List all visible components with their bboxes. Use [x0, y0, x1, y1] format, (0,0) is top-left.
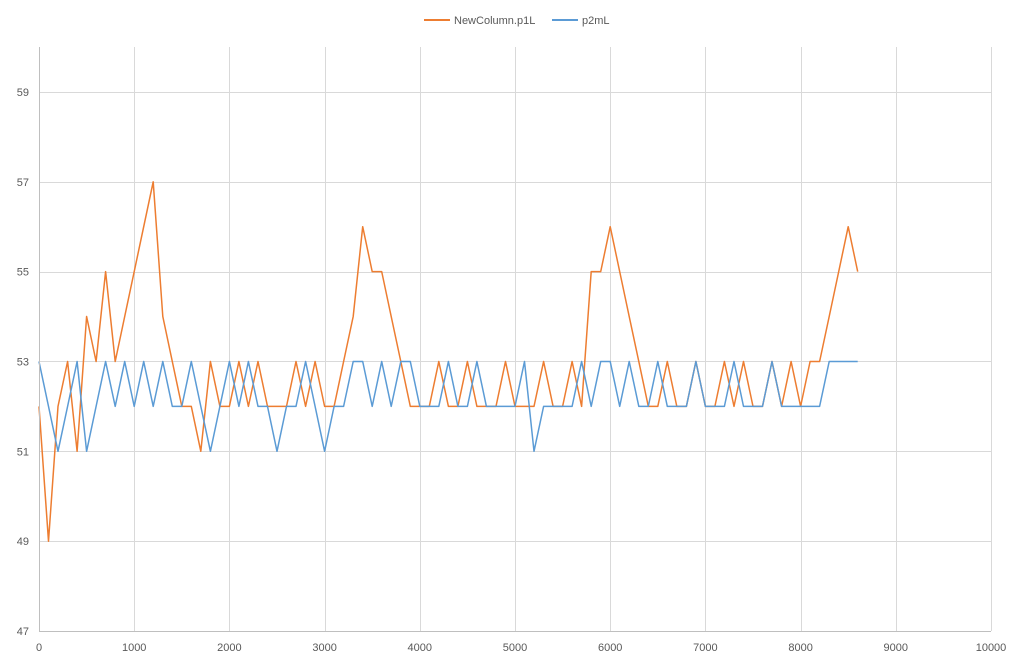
- x-tick-label: 0: [36, 642, 42, 654]
- y-tick-label: 53: [17, 356, 29, 368]
- x-tick-label: 1000: [122, 642, 146, 654]
- y-tick-label: 49: [17, 536, 29, 548]
- series-line-newcolumn-p1l: [38, 181, 859, 542]
- y-tick-label: 57: [17, 177, 29, 189]
- x-tick-label: 3000: [312, 642, 336, 654]
- x-tick-label: 2000: [217, 642, 241, 654]
- x-tick-label: 7000: [693, 642, 717, 654]
- x-tick-label: 5000: [503, 642, 527, 654]
- x-tick-label: 10000: [976, 642, 1007, 654]
- y-tick-label: 55: [17, 267, 29, 279]
- y-tick-label: 47: [17, 626, 29, 638]
- x-tick-label: 6000: [598, 642, 622, 654]
- x-tick-label: 8000: [788, 642, 812, 654]
- legend-label: p2mL: [582, 15, 610, 27]
- y-tick-label: 51: [17, 446, 29, 458]
- x-tick-label: 4000: [408, 642, 432, 654]
- series-group: [38, 181, 859, 542]
- legend: NewColumn.p1L p2mL: [424, 15, 610, 27]
- legend-label: NewColumn.p1L: [454, 15, 535, 27]
- series-line-p2ml: [38, 360, 858, 453]
- y-tick-label: 59: [17, 87, 29, 99]
- x-tick-label: 9000: [884, 642, 908, 654]
- axes: 0 1000 2000 3000 4000 5000 6000 7000 8000 9000 100…: [17, 47, 1007, 654]
